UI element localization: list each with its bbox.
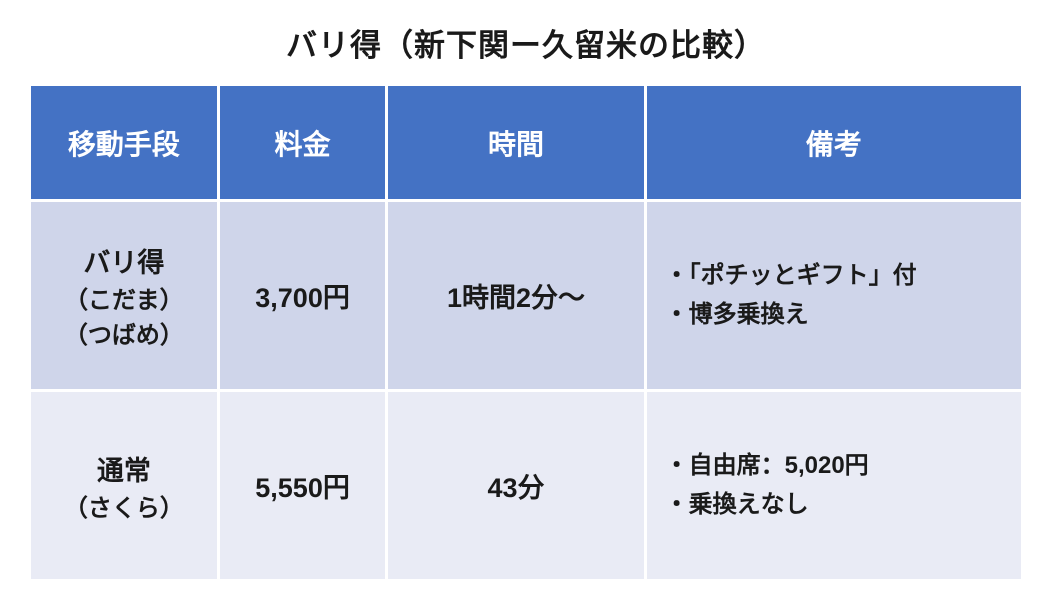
means-sub2: （つばめ） bbox=[31, 315, 217, 350]
means-sub1: （さくら） bbox=[31, 488, 217, 523]
comparison-table: 移動手段 料金 時間 備考 バリ得 （こだま） （つばめ） 3,700円 1時間… bbox=[28, 83, 1024, 582]
col-header-means: 移動手段 bbox=[30, 85, 219, 201]
note-line: ・自由席：5,020円 bbox=[665, 447, 1021, 485]
note-line: ・「ポチッとギフト」付 bbox=[665, 257, 1021, 295]
table-header-row: 移動手段 料金 時間 備考 bbox=[30, 85, 1023, 201]
means-main: 通常 bbox=[31, 449, 217, 488]
note-line: ・博多乗換え bbox=[665, 296, 1021, 334]
page-title: バリ得（新下関ー久留米の比較） bbox=[28, 20, 1024, 65]
cell-note: ・「ポチッとギフト」付 ・博多乗換え bbox=[645, 201, 1022, 391]
cell-time: 43分 bbox=[387, 391, 645, 581]
cell-means: 通常 （さくら） bbox=[30, 391, 219, 581]
cell-price: 5,550円 bbox=[218, 391, 387, 581]
means-sub1: （こだま） bbox=[31, 280, 217, 315]
col-header-note: 備考 bbox=[645, 85, 1022, 201]
cell-time: 1時間2分～ bbox=[387, 201, 645, 391]
cell-means: バリ得 （こだま） （つばめ） bbox=[30, 201, 219, 391]
note-line: ・乗換えなし bbox=[665, 486, 1021, 524]
col-header-time: 時間 bbox=[387, 85, 645, 201]
means-main: バリ得 bbox=[31, 241, 217, 280]
col-header-price: 料金 bbox=[218, 85, 387, 201]
cell-price: 3,700円 bbox=[218, 201, 387, 391]
table-row: バリ得 （こだま） （つばめ） 3,700円 1時間2分～ ・「ポチッとギフト」… bbox=[30, 201, 1023, 391]
cell-note: ・自由席：5,020円 ・乗換えなし bbox=[645, 391, 1022, 581]
table-row: 通常 （さくら） 5,550円 43分 ・自由席：5,020円 ・乗換えなし bbox=[30, 391, 1023, 581]
